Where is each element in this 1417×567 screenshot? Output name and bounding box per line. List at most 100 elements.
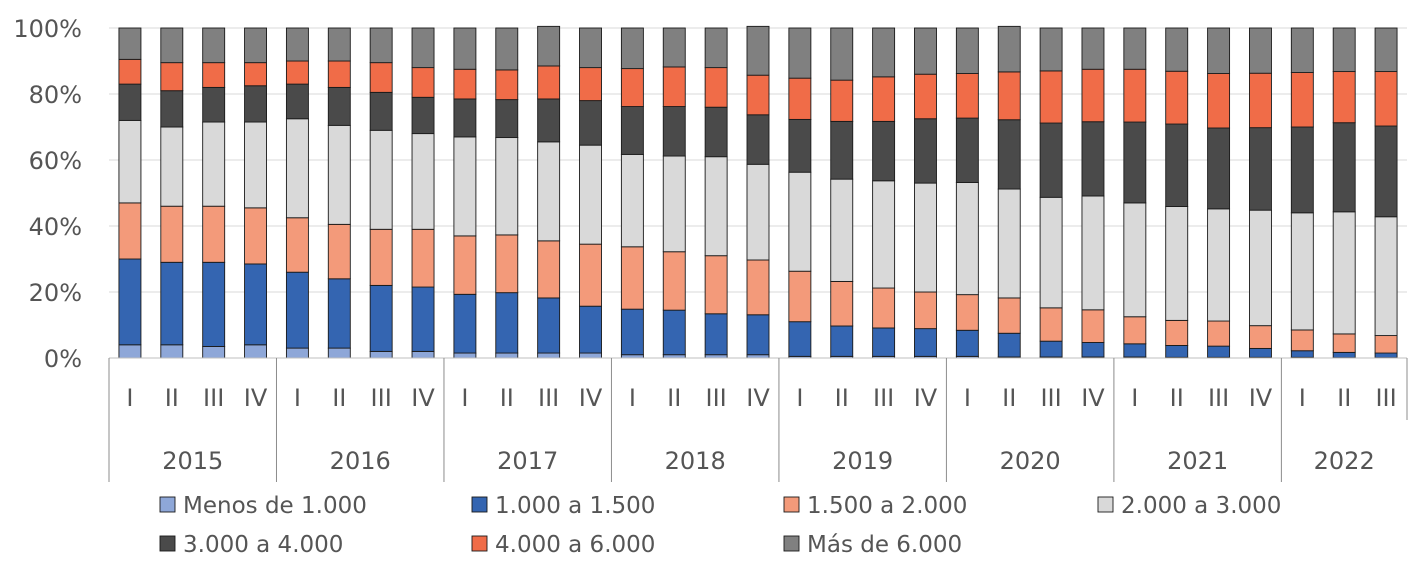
bar-segment <box>453 235 477 295</box>
bar-segment <box>1039 122 1063 198</box>
bar-segment <box>369 129 393 230</box>
bar-segment <box>914 291 937 330</box>
bar-segment <box>788 77 812 120</box>
bar-segment <box>579 352 602 359</box>
bar-segment <box>1290 126 1314 214</box>
bar-segment <box>495 234 519 294</box>
bar-segment <box>1290 72 1314 128</box>
bar-segment <box>579 305 602 354</box>
bar-segment <box>788 321 812 357</box>
bar-segment <box>662 155 686 253</box>
y-tick-label: 0% <box>44 345 82 373</box>
bar-segment <box>1039 307 1063 342</box>
bar-segment <box>1165 123 1189 207</box>
bar-segment <box>369 91 393 131</box>
bar-segment <box>997 188 1021 299</box>
bar-segment <box>1249 209 1272 327</box>
bar-segment <box>244 62 267 87</box>
bar-segment <box>244 121 267 209</box>
bar-segment <box>202 121 226 207</box>
bar-segment <box>327 223 351 280</box>
bar-segment <box>955 117 979 183</box>
bar-segment <box>285 27 309 62</box>
bar-segment <box>914 328 937 357</box>
bar-segment <box>118 58 142 85</box>
bar-segment <box>369 27 393 64</box>
bar-segment <box>244 27 267 64</box>
bar-segment <box>411 133 435 230</box>
x-tick-label: I <box>126 384 133 412</box>
bar-segment <box>620 27 644 70</box>
bar-segment <box>830 79 854 122</box>
bar-segment <box>1039 27 1063 72</box>
bar-segment <box>537 25 561 67</box>
bar-segment <box>662 309 686 356</box>
bar-segment <box>1165 319 1189 346</box>
bar-segment <box>1249 72 1272 129</box>
bar-segment <box>997 119 1021 190</box>
bar-segment <box>1249 27 1272 74</box>
bar-segment <box>1290 350 1314 358</box>
bar-segment <box>411 27 435 69</box>
legend-swatch <box>783 535 800 552</box>
bar-segment <box>1332 122 1356 213</box>
x-tick-label: II <box>1170 384 1184 412</box>
bar-segment <box>118 344 142 359</box>
x-tick-label: II <box>165 384 179 412</box>
x-tick-label: II <box>667 384 681 412</box>
bar-segment <box>704 313 728 356</box>
legend-swatch <box>471 496 488 513</box>
x-tick-label: I <box>461 384 468 412</box>
bar-segment <box>369 350 393 359</box>
bar-segment <box>327 86 351 126</box>
x-tick-label: IV <box>1081 384 1105 412</box>
bar-segment <box>1123 27 1147 70</box>
year-label: 2017 <box>497 447 558 475</box>
x-tick-label: III <box>1208 384 1229 412</box>
bar-segment <box>1207 345 1231 358</box>
year-label: 2022 <box>1314 447 1375 475</box>
bar-segment <box>620 106 644 155</box>
x-tick-label: IV <box>579 384 603 412</box>
bar-segment <box>1165 70 1189 125</box>
bar-segment <box>411 350 435 359</box>
bar-segment <box>453 293 477 354</box>
bar-segment <box>411 96 435 135</box>
bar-segment <box>244 344 267 359</box>
bar-segment <box>1123 121 1147 204</box>
legend-label: 2.000 a 3.000 <box>1121 493 1281 519</box>
bar-segment <box>1081 27 1105 70</box>
bar-segment <box>955 294 979 331</box>
bar-segment <box>118 202 142 260</box>
bar-segment <box>495 352 519 359</box>
bar-segment <box>1081 121 1105 197</box>
year-label: 2015 <box>162 447 223 475</box>
bar-segment <box>579 27 602 69</box>
bar-segment <box>244 207 267 265</box>
x-tick-label: IV <box>1249 384 1273 412</box>
bar-segment <box>620 68 644 107</box>
bars <box>118 25 1398 359</box>
bar-segment <box>1374 216 1398 337</box>
bar-segment <box>1081 342 1105 358</box>
bar-segment <box>495 69 519 101</box>
bar-segment <box>327 278 351 349</box>
bar-segment <box>955 329 979 357</box>
bar-segment <box>411 286 435 352</box>
bar-segment <box>1039 340 1063 358</box>
x-tick-label: IV <box>914 384 938 412</box>
x-tick-label: IV <box>411 384 435 412</box>
legend-swatch <box>159 535 176 552</box>
bar-segment <box>1290 212 1314 331</box>
bar-segment <box>1165 27 1189 72</box>
bar-segment <box>160 90 184 128</box>
x-tick-label: II <box>500 384 514 412</box>
bar-segment <box>1123 316 1147 345</box>
bar-segment <box>788 27 812 79</box>
bar-segment <box>537 352 561 359</box>
x-tick-label: III <box>706 384 727 412</box>
bar-segment <box>160 62 184 92</box>
x-tick-label: III <box>371 384 392 412</box>
bar-segment <box>327 124 351 225</box>
bar-segment <box>579 67 602 102</box>
